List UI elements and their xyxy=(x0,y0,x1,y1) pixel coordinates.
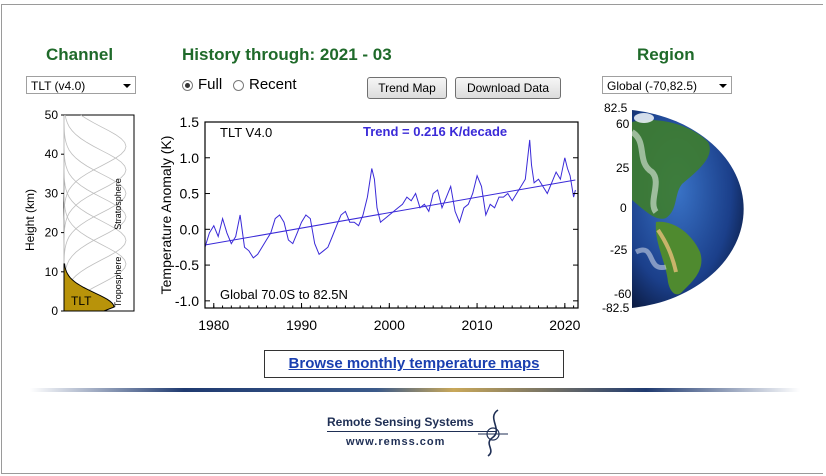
latitude-label: 82.5 xyxy=(604,102,628,115)
y-tick-label: 0.0 xyxy=(180,221,200,237)
arctic-ice xyxy=(634,113,654,123)
latitude-label: -25 xyxy=(610,243,628,257)
org-url[interactable]: www.remss.com xyxy=(346,436,446,448)
latitude-label: -82.5 xyxy=(602,301,630,315)
latitude-label: 25 xyxy=(616,161,630,175)
x-tick-label: 1980 xyxy=(198,317,229,333)
region-text: Global 70.0S to 82.5N xyxy=(220,287,348,302)
latitude-label: 0 xyxy=(620,201,627,215)
radio-full-label: Full xyxy=(198,76,223,93)
channel-select[interactable]: TLT (v4.0) xyxy=(26,76,136,94)
channel-select-value: TLT (v4.0) xyxy=(31,79,86,93)
org-underline xyxy=(327,431,497,432)
height-tick-label: 30 xyxy=(45,186,59,200)
chevron-down-icon xyxy=(719,84,727,88)
chart-frame xyxy=(204,121,579,309)
cloud-swirl xyxy=(634,247,667,270)
cloud-band xyxy=(630,129,659,214)
height-tick-label: 10 xyxy=(45,265,59,279)
weighting-ylabel: Height (km) xyxy=(23,189,37,251)
org-name: Remote Sensing Systems xyxy=(327,415,474,429)
height-tick-label: 20 xyxy=(45,226,59,240)
temperature-chart: 1.5 1.0 0.5 0.0 -0.5 -1.0 1980 1990 2000 2010 2020… xyxy=(158,114,581,333)
height-tick-label: 50 xyxy=(45,108,59,122)
trend-text: Trend = 0.216 K/decade xyxy=(363,124,507,139)
tlt-fill-area xyxy=(63,263,115,312)
region-select[interactable]: Global (-70,82.5) xyxy=(602,76,732,94)
latitude-label: 60 xyxy=(616,117,630,131)
globe-map[interactable]: 82.5 60 25 0 -25 -60-82.5 xyxy=(596,102,776,318)
rss-logo-icon xyxy=(478,409,508,457)
browse-maps-link[interactable]: Browse monthly temperature maps xyxy=(288,355,540,372)
page-frame xyxy=(1,4,823,474)
chevron-down-icon xyxy=(123,84,131,88)
history-heading: History through: 2021 - 03 xyxy=(182,45,392,64)
stratosphere-label: Stratosphere xyxy=(113,178,123,230)
radio-recent[interactable] xyxy=(233,80,244,91)
radio-recent-label: Recent xyxy=(249,76,297,93)
tlt-label: TLT xyxy=(71,294,92,308)
y-tick-label: 1.5 xyxy=(180,114,200,130)
trend-map-button[interactable]: Trend Map xyxy=(367,77,447,99)
y-tick-label: -0.5 xyxy=(175,257,199,273)
weighting-function-plot: 50 40 30 20 10 0 Height (km) Stratosphere Tro… xyxy=(23,108,135,318)
radio-full[interactable] xyxy=(182,80,193,91)
footer-divider xyxy=(30,388,800,392)
y-tick-label: 1.0 xyxy=(180,150,200,166)
latitude-label: -60 xyxy=(614,287,632,301)
download-data-button[interactable]: Download Data xyxy=(455,77,561,99)
x-tick-label: 2020 xyxy=(549,317,580,333)
x-tick-label: 2000 xyxy=(374,317,405,333)
andes-ridge xyxy=(656,228,678,273)
region-select-value: Global (-70,82.5) xyxy=(607,79,698,93)
y-tick-label: -1.0 xyxy=(175,293,199,309)
series-line-tlt xyxy=(204,139,576,259)
y-tick-label: 0.5 xyxy=(180,186,200,202)
x-tick-label: 1990 xyxy=(286,317,317,333)
troposphere-label: Troposphere xyxy=(113,257,123,308)
browse-maps-box: Browse monthly temperature maps xyxy=(264,350,564,378)
south-america-landmass xyxy=(655,221,702,295)
height-tick-label: 0 xyxy=(51,304,58,318)
x-tick-label: 2010 xyxy=(461,317,492,333)
region-heading: Region xyxy=(637,45,695,64)
channel-heading: Channel xyxy=(46,45,114,64)
height-tick-label: 40 xyxy=(45,147,59,161)
chart-ylabel: Temperature Anomaly (K) xyxy=(158,136,174,295)
trend-line xyxy=(204,179,576,246)
legend-text: TLT V4.0 xyxy=(220,125,272,140)
